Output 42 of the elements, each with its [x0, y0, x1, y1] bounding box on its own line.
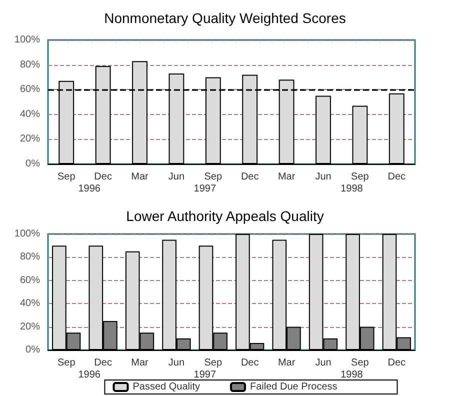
x-tick-label: Dec — [388, 358, 406, 368]
x-tick-label: Sep — [351, 358, 370, 368]
y-tick-label: 60% — [20, 84, 40, 96]
legend-label: Failed Due Process — [250, 382, 338, 392]
x-tick-label: Mar — [278, 358, 296, 368]
y-tick-label: 40% — [20, 108, 40, 120]
x-tick-label: Jun — [315, 358, 332, 368]
y-tick-label: 80% — [20, 59, 40, 70]
chart-title: Nonmonetary Quality Weighted Scores — [104, 10, 346, 26]
x-tick-label: Dec — [240, 172, 259, 182]
chart-title: Lower Authority Appeals Quality — [126, 208, 324, 224]
x-tick-label: Jun — [168, 172, 185, 182]
x-tick-label: Sep — [57, 358, 76, 368]
x-tick-label: Dec — [94, 172, 112, 182]
x-tick-label: Sep — [204, 358, 222, 368]
x-tick-label: Mar — [131, 358, 150, 368]
x-tick-label: Jun — [315, 172, 332, 182]
y-tick-label: 0% — [26, 344, 40, 356]
y-tick-label: 20% — [20, 321, 40, 332]
x-tick-label: Jun — [168, 358, 185, 368]
x-tick-label: Mar — [131, 172, 150, 182]
text: 1997 — [194, 370, 216, 380]
text: 1998 — [340, 370, 364, 380]
text: 1996 — [78, 184, 101, 194]
x-tick-label: Dec — [94, 358, 112, 368]
text: 1998 — [340, 184, 364, 194]
x-tick-label: Sep — [204, 172, 222, 182]
y-tick-label: 0% — [26, 158, 40, 170]
x-tick-label: Sep — [351, 172, 370, 182]
y-tick-label: 40% — [20, 298, 40, 310]
y-tick-label: 20% — [20, 134, 40, 145]
y-tick-label: 100% — [14, 228, 40, 240]
x-tick-label: Dec — [388, 172, 406, 182]
x-tick-label: Sep — [57, 172, 76, 182]
y-tick-label: 60% — [20, 274, 40, 286]
y-tick-label: 80% — [20, 252, 40, 263]
x-tick-label: Mar — [278, 172, 296, 182]
legend-label: Passed Quality — [132, 382, 200, 392]
x-tick-label: Dec — [240, 358, 259, 368]
y-tick-label: 100% — [14, 34, 40, 46]
text: 1996 — [78, 370, 101, 380]
text: 1997 — [194, 184, 216, 194]
